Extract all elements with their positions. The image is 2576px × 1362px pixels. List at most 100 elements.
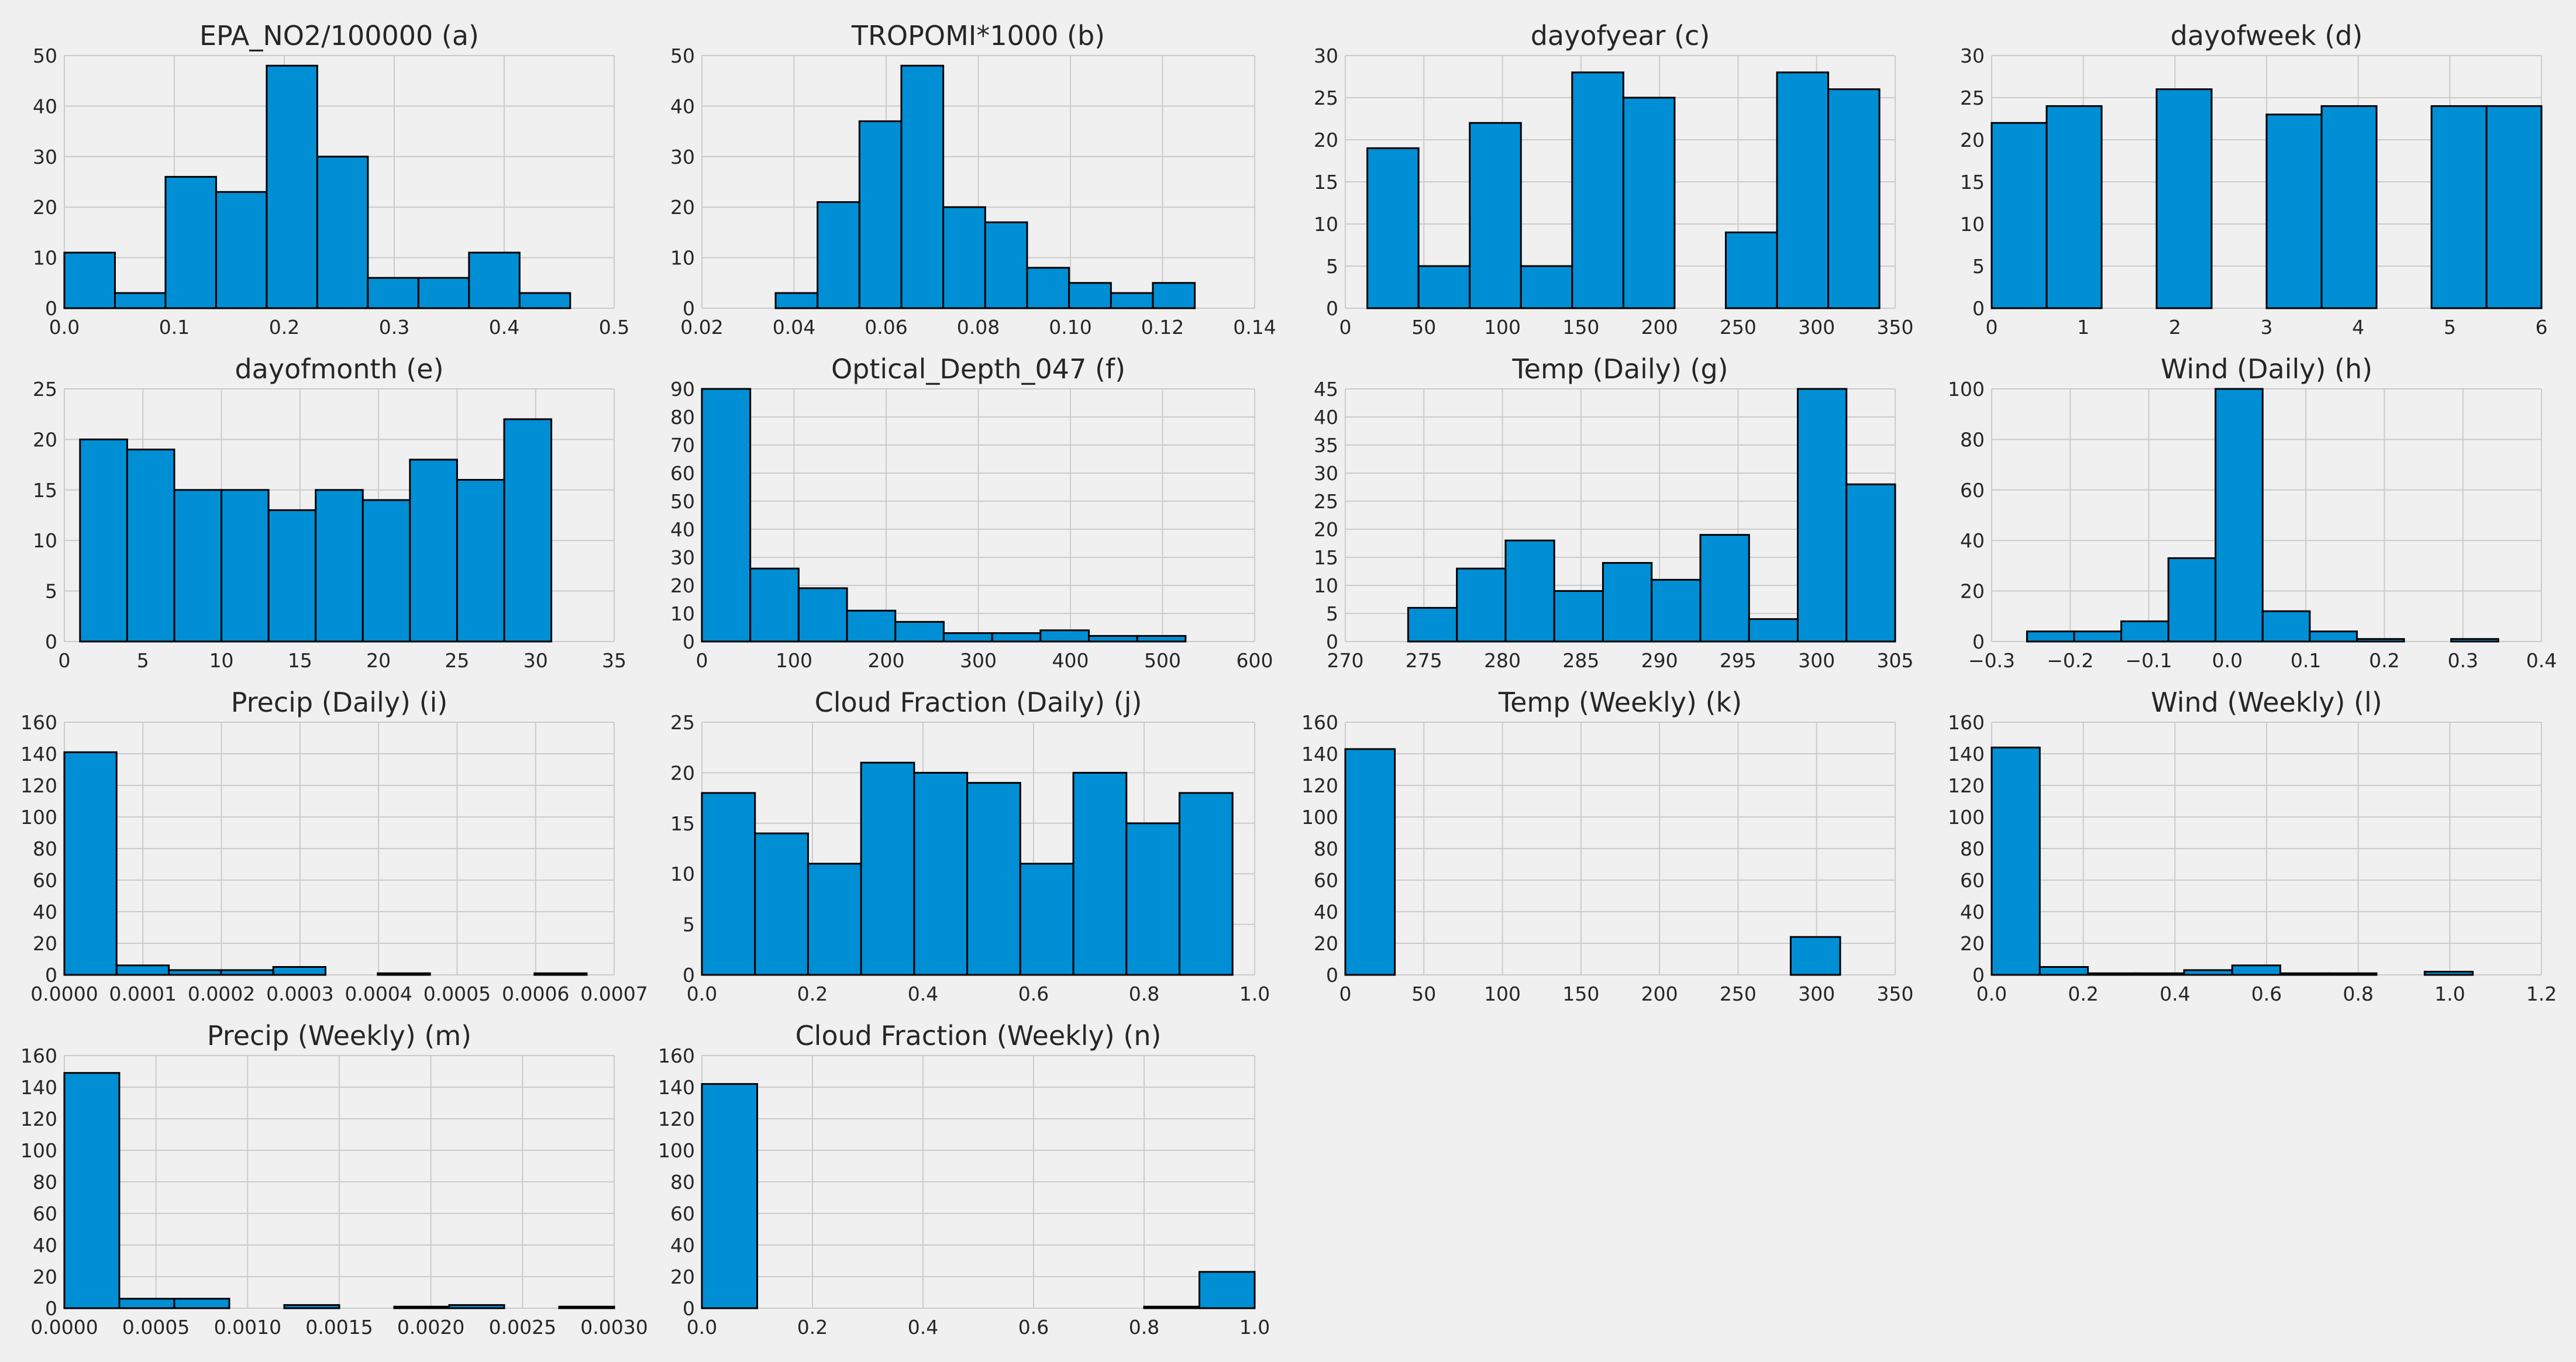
y-tick-label: 100 [658,1139,695,1162]
x-tick-label: 1.2 [2526,982,2557,1005]
y-tick-label: 80 [1960,837,1985,860]
y-tick-label: 0 [45,630,57,653]
x-tick-label: 0.08 [957,316,1000,339]
histogram-bar [2120,620,2169,643]
histogram-bar [2261,610,2311,643]
histogram-bar [1990,122,2048,309]
histogram-bar [221,489,270,643]
histogram-bar [817,201,860,309]
y-tick-label: 60 [1314,869,1338,892]
y-tick-label: 60 [1960,869,1985,892]
histogram-bar [701,1083,758,1309]
histogram-bar [1699,534,1750,643]
x-tick-label: 2 [2169,316,2181,339]
histogram-panel: 0.0 0.2 0.4 0.6 0.8 1.0 0 5 10 15 20 25 Cloud Fracti… [670,687,1270,1005]
histogram-bar [1407,606,1458,643]
histogram-bar [518,292,571,309]
x-tick-label: 0.0 [1976,982,2007,1005]
y-tick-label: 160 [1301,711,1338,734]
y-tick-label: 160 [1948,711,1985,734]
y-tick-label: 0 [1972,297,1985,320]
histogram-panel: 270 275 280 285 290 295 300 305 0 5 10 15 20 25 30 35 40… [1314,353,1914,672]
y-tick-label: 120 [658,1108,695,1130]
x-tick-label: 0.0005 [122,1316,190,1339]
histogram-bar [1776,71,1830,309]
histogram-bar [2073,630,2123,643]
histogram-bar [1469,122,1522,309]
histogram-bar [1651,578,1702,643]
x-tick-label: 0.8 [1129,1316,1159,1339]
y-tick-label: 30 [1314,44,1338,67]
x-tick-label: 300 [1798,649,1835,672]
histogram-panel: 0 50 100 150 200 250 300 350 0 5 10 15 20 25 30 dayofye… [1314,20,1914,339]
x-tick-label: 0.0001 [109,982,177,1005]
x-tick-label: 10 [209,649,234,672]
y-tick-label: 25 [1314,87,1338,109]
y-tick-label: 10 [670,247,695,270]
histogram-bar [1827,88,1881,309]
y-tick-label: 0 [683,1297,695,1320]
histogram-panel: 0 1 2 3 4 5 6 0 5 10 15 20 25 30 dayofweek (d) [1960,20,2548,339]
histogram-bar [1748,618,1799,643]
x-tick-label: 250 [1720,982,1757,1005]
x-tick-label: 0 [1339,982,1352,1005]
y-tick-label: 15 [1314,171,1338,194]
x-tick-label: 0 [1986,316,1998,339]
y-tick-label: 20 [670,196,695,219]
histogram-bar [774,292,819,309]
histogram-bar [2320,105,2378,309]
x-tick-label: 3 [2261,316,2273,339]
y-tick-label: 40 [33,95,57,118]
x-tick-label: 0.2 [269,316,299,339]
histogram-bar [2231,964,2281,976]
y-tick-label: 30 [670,546,695,569]
histogram-bar [2045,105,2103,309]
histogram-bar [2087,972,2137,976]
histogram-bar [1456,567,1507,643]
y-tick-label: 140 [1948,743,1985,766]
panel-title: EPA_NO2/100000 (a) [199,20,479,51]
y-tick-label: 5 [45,580,57,603]
y-tick-label: 0 [1972,630,1985,653]
y-tick-label: 100 [20,1139,57,1162]
y-tick-label: 40 [1960,901,1985,923]
x-tick-label: 1.0 [2434,982,2465,1005]
y-tick-label: 5 [683,913,695,936]
x-tick-label: 0 [58,649,71,672]
histogram-bar [2355,638,2405,643]
histogram-bar [2026,630,2075,643]
histogram-bar [266,64,318,309]
histogram-bar [1366,147,1420,309]
histogram-bar [701,388,752,643]
y-tick-label: 160 [20,711,57,734]
x-tick-label: 295 [1720,649,1757,672]
histogram-bar [966,782,1021,976]
x-tick-label: 0.0015 [305,1316,373,1339]
histogram-bar [1026,267,1070,309]
y-tick-label: 25 [1960,87,1985,109]
x-tick-label: 1.0 [1239,982,1270,1005]
histogram-bar [1553,590,1604,643]
histogram-bar [448,1304,505,1309]
y-tick-label: 20 [670,1266,695,1288]
x-tick-label: 0.0005 [423,982,491,1005]
y-tick-label: 10 [1314,213,1338,236]
x-tick-label: 0.0000 [30,982,98,1005]
y-tick-label: 0 [1326,630,1338,653]
histogram-bar [1990,746,2041,976]
histogram-bar [2265,113,2323,309]
y-tick-label: 25 [670,711,695,734]
y-tick-label: 70 [670,434,695,457]
x-tick-label: 0.02 [680,316,723,339]
x-tick-label: 100 [1484,982,1521,1005]
y-tick-label: 20 [1314,932,1338,955]
histogram-bar [377,972,431,976]
y-tick-label: 30 [33,146,57,168]
panel-title: Precip (Weekly) (m) [207,1020,471,1051]
histogram-bar [749,567,800,643]
histogram-bar [63,751,118,976]
histogram-panel: −0.3 −0.2 −0.1 0.0 0.1 0.2 0.3 0.4 0 20 40 60 80 100 W… [1948,353,2557,672]
y-tick-label: 80 [670,406,695,429]
y-tick-label: 40 [670,518,695,541]
x-tick-label: 0.4 [2160,982,2190,1005]
